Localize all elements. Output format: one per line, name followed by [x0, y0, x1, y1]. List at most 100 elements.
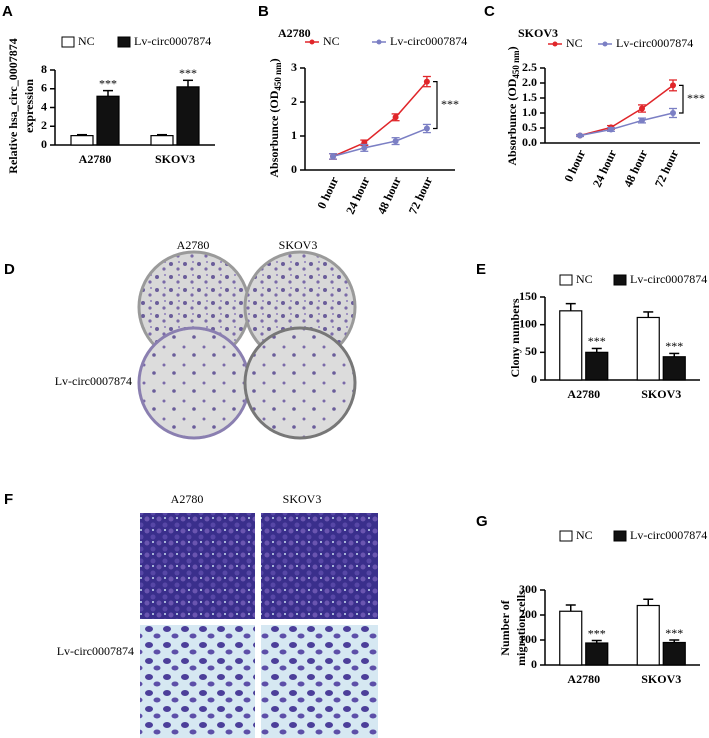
y-axis-label-line: expression — [22, 79, 36, 133]
y-axis-label: Absorbunce (OD450 nm) — [505, 46, 521, 165]
marker — [423, 125, 430, 132]
legend-label: Lv-circ0007874 — [616, 36, 693, 50]
x-tick-label: A2780 — [79, 152, 112, 166]
marker — [423, 78, 430, 85]
line — [579, 84, 674, 137]
panel-letter: D — [4, 261, 15, 278]
y-tick-label: 8 — [41, 62, 47, 76]
y-tick-label: 300 — [519, 582, 537, 596]
x-tick-label: SKOV3 — [155, 152, 195, 166]
marker — [639, 105, 645, 112]
bar — [559, 310, 583, 381]
bar — [585, 642, 609, 666]
marker — [670, 82, 676, 89]
bar — [662, 356, 686, 381]
y-axis-label-part: ) — [267, 58, 281, 62]
marker — [392, 114, 399, 121]
y-axis-label: Absorbunce (OD450 nm) — [267, 58, 283, 177]
bar — [636, 604, 660, 666]
significance-label: *** — [665, 626, 683, 640]
y-axis-label-part: Absorbunce (OD — [267, 90, 281, 177]
y-axis-label-part: Absorbunce (OD — [505, 78, 519, 165]
line — [332, 81, 428, 158]
line — [332, 127, 428, 158]
x-tick-label: 72 hour — [652, 147, 682, 189]
legend-marker — [602, 41, 608, 47]
legend-swatch — [559, 530, 573, 542]
legend-swatch — [559, 274, 573, 286]
chart: E Clony numbers 0 50 100 150 NC Lv-circ0007874 A… — [476, 261, 707, 401]
panel-d: D A2780 SKOV3 NC Lv-circ0007874 — [4, 238, 357, 440]
marker — [361, 144, 368, 151]
y-axis-label: Number of migration cells — [498, 590, 528, 666]
significance-label: *** — [99, 76, 117, 90]
row-label: Lv-circ0007874 — [57, 644, 134, 658]
significance-label: *** — [179, 66, 197, 80]
column-label: SKOV3 — [279, 238, 318, 252]
legend-label: Lv-circ0007874 — [390, 34, 467, 48]
column-label: A2780 — [177, 238, 210, 252]
legend-marker — [376, 39, 382, 45]
marker — [392, 138, 399, 145]
y-tick-label: 0.5 — [522, 120, 537, 134]
y-axis-label-line: Number of — [498, 599, 512, 655]
dish — [243, 326, 357, 440]
panel-letter: C — [484, 3, 495, 20]
y-tick-label: 50 — [525, 344, 537, 358]
y-axis-label-line: Relative hsa_circ_0007874 — [6, 38, 20, 173]
y-tick-label: 1.0 — [522, 105, 537, 119]
x-tick-label: A2780 — [567, 387, 600, 401]
y-tick-label: 1.5 — [522, 90, 537, 104]
chart: A Relative hsa_circ_0007874 expression 0 2 4 6… — [2, 3, 215, 174]
significance-label: *** — [687, 91, 705, 105]
bar — [636, 316, 660, 381]
x-tick-label: SKOV3 — [641, 387, 681, 401]
line — [579, 112, 674, 137]
panel-letter: F — [4, 491, 13, 508]
y-tick-label: 2 — [291, 94, 297, 108]
bar — [150, 135, 174, 146]
x-tick-label: 0 hour — [561, 147, 588, 184]
y-tick-label: 3 — [291, 60, 297, 74]
bar — [662, 641, 686, 666]
legend-swatch — [613, 274, 627, 286]
legend-swatch — [61, 36, 75, 48]
legend-label: NC — [78, 34, 95, 48]
chart-title: SKOV3 — [518, 26, 558, 40]
panel-letter: A — [2, 3, 13, 20]
y-axis-label: Relative hsa_circ_0007874 expression — [6, 38, 36, 173]
bar — [96, 95, 120, 146]
y-tick-label: 100 — [519, 632, 537, 646]
legend-marker — [552, 41, 558, 47]
y-tick-label: 0 — [41, 137, 47, 151]
column-label: A2780 — [171, 492, 204, 506]
significance-bracket — [433, 81, 438, 130]
y-tick-label: 2 — [41, 118, 47, 132]
legend-label: Lv-circ0007874 — [630, 272, 707, 286]
chart-title: A2780 — [278, 26, 311, 40]
y-tick-label: 100 — [519, 316, 537, 330]
y-tick-label: 150 — [519, 289, 537, 303]
x-tick-label: 72 hour — [406, 174, 436, 216]
x-tick-label: 48 hour — [374, 174, 404, 216]
y-axis-label: Clony numbers — [508, 298, 522, 377]
y-tick-label: 200 — [519, 607, 537, 621]
column-label: SKOV3 — [283, 492, 322, 506]
y-tick-label: 1 — [291, 128, 297, 142]
row-label: Lv-circ0007874 — [55, 374, 132, 388]
y-tick-label: 0 — [531, 372, 537, 386]
panel-letter: E — [476, 261, 486, 278]
panel-letter: G — [476, 513, 488, 530]
micrograph — [140, 625, 255, 738]
legend-swatch — [117, 36, 131, 48]
legend-label: NC — [566, 36, 583, 50]
dish — [137, 326, 251, 440]
marker — [577, 132, 583, 139]
x-tick-label: SKOV3 — [641, 672, 681, 686]
y-axis-label-part: 450 nm — [273, 62, 283, 91]
legend-label: Lv-circ0007874 — [134, 34, 211, 48]
y-tick-label: 2.0 — [522, 75, 537, 89]
legend-label: NC — [323, 34, 340, 48]
